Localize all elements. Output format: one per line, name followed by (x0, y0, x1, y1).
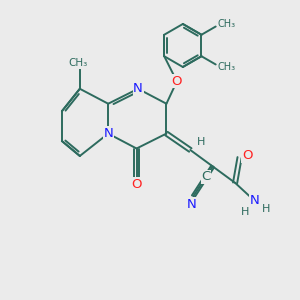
Text: O: O (131, 178, 142, 191)
Text: CH₃: CH₃ (218, 62, 236, 72)
Text: CH₃: CH₃ (218, 19, 236, 29)
Text: H: H (196, 136, 205, 147)
Text: O: O (172, 75, 182, 88)
Text: N: N (133, 82, 143, 95)
Text: N: N (103, 127, 113, 140)
Text: C: C (201, 170, 211, 183)
Text: H: H (262, 204, 270, 214)
Text: H: H (241, 207, 249, 217)
Text: O: O (242, 149, 252, 163)
Text: N: N (250, 194, 260, 207)
Text: N: N (187, 198, 197, 211)
Text: CH₃: CH₃ (69, 58, 88, 68)
